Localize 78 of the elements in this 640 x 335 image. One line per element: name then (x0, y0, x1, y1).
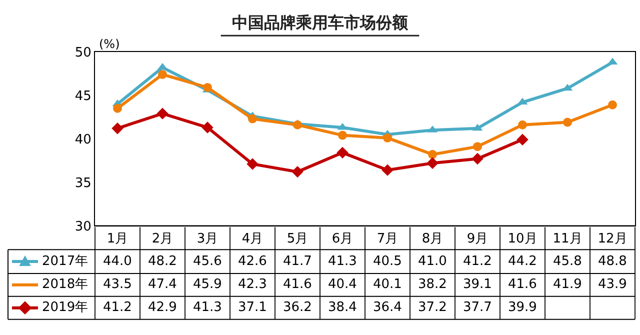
point (203, 82, 212, 92)
x-tick-label: 11月 (552, 231, 582, 246)
data-label: 44.2 (508, 254, 537, 269)
point (383, 133, 392, 142)
x-tick-label: 4月 (242, 231, 264, 246)
x-tick-label: 6月 (332, 231, 354, 246)
point (292, 166, 304, 178)
data-label: 41.0 (418, 254, 447, 269)
data-label: 42.3 (238, 277, 267, 292)
y-tick-label: 30 (74, 219, 92, 234)
data-label: 45.9 (193, 277, 222, 292)
chart-title: 中国品牌乘用车市场份额 (232, 13, 409, 32)
data-label: 43.5 (103, 277, 132, 292)
y-tick-label: 50 (74, 45, 92, 60)
data-label: 45.8 (553, 254, 582, 269)
data-label: 41.7 (283, 254, 312, 269)
data-label: 41.6 (508, 277, 537, 292)
data-label: 47.4 (148, 277, 177, 292)
data-label: 43.9 (598, 277, 627, 292)
point (472, 152, 484, 165)
point (516, 134, 528, 146)
data-label: 41.6 (283, 277, 312, 292)
data-label: 36.2 (283, 300, 312, 315)
data-label: 48.2 (148, 254, 177, 269)
point (426, 157, 438, 169)
x-tick-label: 2月 (152, 231, 174, 246)
data-label: 36.4 (373, 300, 402, 315)
legend-label: 2017年 (42, 254, 88, 269)
x-tick-label: 10月 (508, 231, 538, 246)
point (382, 164, 394, 176)
point (156, 108, 168, 120)
data-label: 48.8 (598, 254, 627, 269)
point (428, 150, 437, 159)
data-label: 37.1 (238, 300, 267, 315)
data-label: 45.6 (193, 254, 222, 269)
point (246, 158, 258, 170)
point (518, 120, 527, 130)
legend-label: 2018年 (42, 277, 88, 292)
data-label: 41.2 (103, 300, 132, 315)
point (112, 122, 124, 134)
y-tick-label: 35 (74, 176, 92, 191)
point (248, 114, 257, 124)
data-label: 42.6 (238, 254, 267, 269)
data-label: 42.9 (148, 300, 177, 315)
point (473, 142, 482, 152)
point (158, 70, 167, 79)
data-label: 44.0 (103, 254, 132, 269)
data-label: 39.1 (463, 277, 492, 292)
data-label: 41.3 (328, 254, 357, 269)
data-label: 38.2 (418, 277, 447, 292)
data-label: 37.7 (463, 300, 492, 315)
x-tick-label: 1月 (106, 231, 128, 246)
data-label: 38.4 (328, 300, 357, 315)
x-tick-label: 8月 (422, 231, 444, 246)
data-label: 41.3 (193, 300, 222, 315)
data-label: 37.2 (418, 300, 447, 315)
point (113, 104, 122, 113)
data-label: 39.9 (508, 300, 537, 315)
point (202, 122, 214, 134)
point (563, 118, 572, 127)
point (338, 130, 347, 140)
x-tick-label: 9月 (466, 231, 488, 246)
data-label: 40.5 (373, 254, 402, 269)
point (608, 100, 617, 110)
x-tick-label: 12月 (598, 231, 628, 246)
data-label: 41.2 (463, 254, 492, 269)
x-tick-label: 7月 (376, 231, 398, 246)
data-label: 40.1 (373, 277, 402, 292)
y-tick-label: 45 (74, 88, 92, 104)
data-label: 40.4 (328, 277, 357, 292)
x-tick-label: 5月 (286, 231, 308, 246)
y-axis-title: (%) (99, 37, 120, 51)
point (293, 120, 302, 130)
data-label: 41.9 (553, 277, 582, 292)
x-tick-label: 3月 (196, 231, 218, 246)
y-tick-label: 40 (74, 132, 92, 148)
point (336, 146, 348, 159)
legend-label: 2019年 (42, 300, 88, 315)
